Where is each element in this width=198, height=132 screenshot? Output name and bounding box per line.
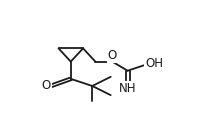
Text: O: O [42,79,51,93]
Text: O: O [108,49,117,62]
Text: OH: OH [145,57,163,70]
Text: NH: NH [119,81,136,95]
